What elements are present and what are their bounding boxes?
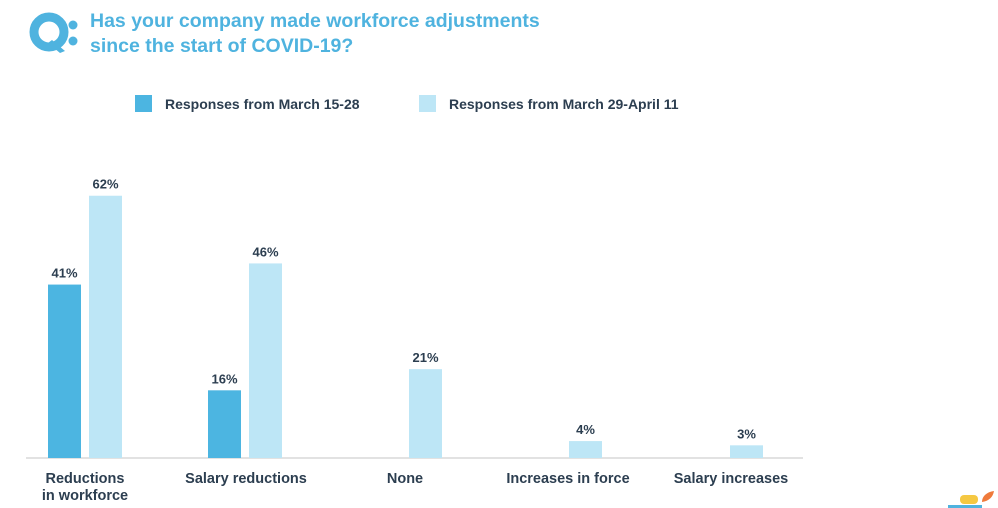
- chart-title-line-1: Has your company made workforce adjustme…: [90, 10, 540, 32]
- data-label-series-2-5: 3%: [737, 426, 756, 441]
- data-label-series-2-1: 62%: [92, 177, 118, 192]
- bar-series-2-1: [89, 195, 122, 459]
- chart-title-line-2: since the start of COVID-19?: [90, 35, 354, 57]
- legend-label-series-2: Responses from March 29-April 11: [449, 95, 679, 112]
- legend-item-series-2: Responses from March 29-April 11: [419, 95, 679, 112]
- data-label-series-1-1: 41%: [51, 266, 77, 281]
- category-label-1-line-1: Reductions: [46, 471, 125, 487]
- chart-title: Has your company made workforce adjustme…: [90, 9, 540, 59]
- legend-swatch-series-1: [135, 95, 152, 112]
- bar-series-1-2: [208, 390, 241, 458]
- bar-series-2-2: [249, 263, 282, 458]
- category-label-2: Salary reductions: [185, 471, 307, 487]
- legend-item-series-1: Responses from March 15-28: [135, 95, 360, 112]
- data-label-series-2-2: 46%: [252, 244, 278, 259]
- category-label-5: Salary increases: [674, 471, 788, 487]
- category-label-3: None: [387, 471, 423, 487]
- legend-swatch-series-2: [419, 95, 436, 112]
- category-label-1-line-2: in workforce: [42, 488, 128, 504]
- data-label-series-1-2: 16%: [211, 371, 237, 386]
- bar-series-2-3: [409, 369, 442, 458]
- bar-series-2-4: [569, 441, 602, 458]
- legend-label-series-1: Responses from March 15-28: [165, 95, 360, 112]
- data-label-series-2-3: 21%: [412, 350, 438, 365]
- category-label-4: Increases in force: [506, 471, 629, 487]
- q-bubble-icon: [29, 12, 78, 53]
- data-label-series-2-4: 4%: [576, 422, 595, 437]
- bar-series-1-1: [48, 284, 81, 458]
- brand-logo-icon: [948, 491, 994, 508]
- bar-series-2-5: [730, 445, 763, 458]
